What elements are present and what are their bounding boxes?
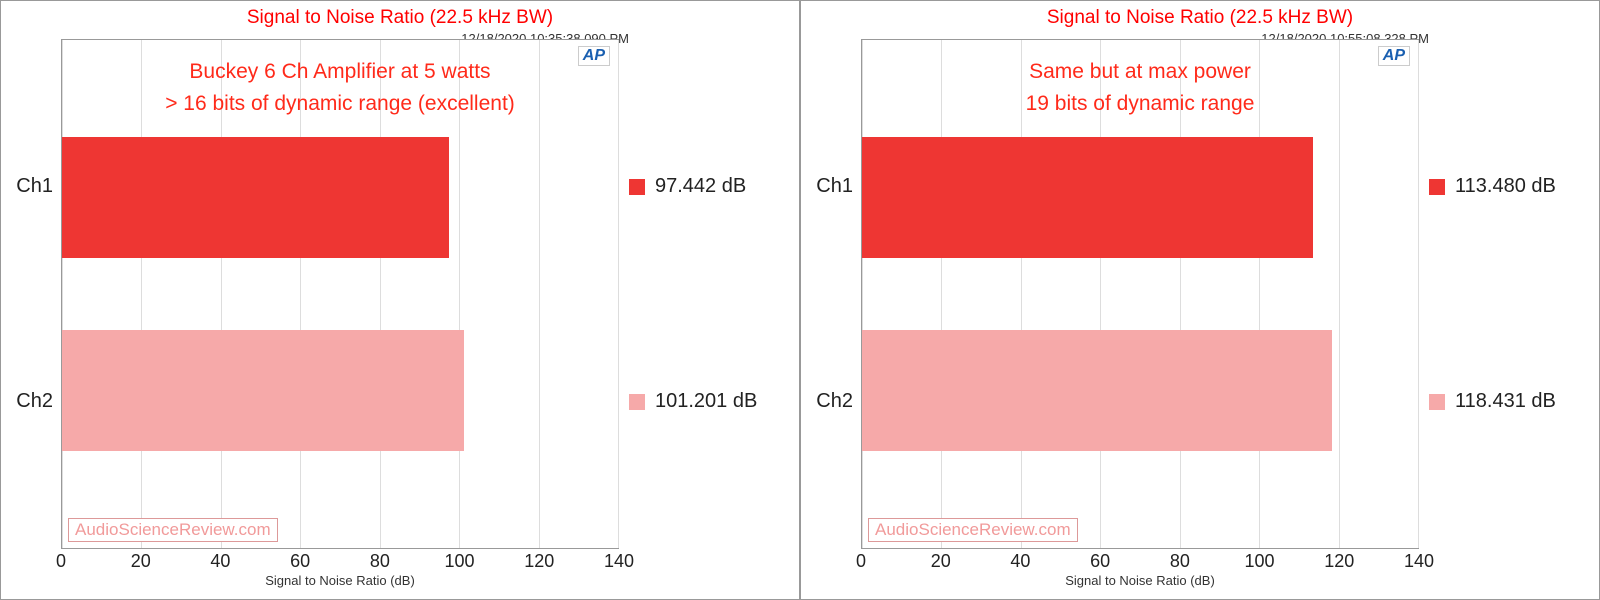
bar-ch1	[62, 137, 449, 259]
legend-swatch-icon	[629, 179, 645, 195]
bar-ch2	[862, 330, 1332, 452]
x-tick-label: 100	[1245, 551, 1275, 572]
legend-item-ch1: 97.442 dB	[629, 175, 789, 198]
x-tick-label: 140	[604, 551, 634, 572]
legend-swatch-icon	[1429, 179, 1445, 195]
y-axis-labels: Ch1 Ch2	[811, 29, 861, 549]
chart-body: Ch1 Ch2 Same but at max power 19 bits of…	[801, 29, 1599, 549]
legend: 97.442 dB 101.201 dB	[619, 29, 789, 549]
chart-title: Signal to Noise Ratio (22.5 kHz BW)	[801, 7, 1599, 29]
legend-item-ch2: 101.201 dB	[629, 390, 789, 413]
legend-value: 101.201 dB	[655, 390, 757, 413]
x-ticks: 020406080100120140	[61, 549, 619, 571]
y-axis-labels: Ch1 Ch2	[11, 29, 61, 549]
plot-area: Buckey 6 Ch Amplifier at 5 watts > 16 bi…	[61, 39, 619, 549]
x-tick-label: 40	[210, 551, 230, 572]
chart-body: Ch1 Ch2 Buckey 6 Ch Amplifier at 5 watts…	[1, 29, 799, 549]
x-axis: 0 20 40 60 80 100 120 140 Signal to Noise Ratio…	[1, 549, 799, 599]
legend-item-ch1: 113.480 dB	[1429, 175, 1589, 198]
x-tick-label: 120	[1324, 551, 1354, 572]
x-tick-label: 40	[1010, 551, 1030, 572]
legend: 113.480 dB 118.431 dB	[1419, 29, 1589, 549]
legend-value: 113.480 dB	[1455, 175, 1556, 198]
bars-container	[862, 40, 1418, 548]
bars-container	[62, 40, 618, 548]
watermark: AudioScienceReview.com	[68, 518, 278, 542]
ap-logo-icon: AP	[1378, 46, 1410, 66]
chart-panel-left: Signal to Noise Ratio (22.5 kHz BW) 12/1…	[0, 0, 800, 600]
bar-ch2	[62, 330, 464, 452]
bar-ch1	[862, 137, 1313, 259]
x-tick-label: 0	[856, 551, 866, 572]
y-category-ch2: Ch2	[16, 390, 53, 413]
ap-logo-icon: AP	[578, 46, 610, 66]
legend-value: 97.442 dB	[655, 175, 746, 198]
legend-value: 118.431 dB	[1455, 390, 1556, 413]
legend-swatch-icon	[1429, 394, 1445, 410]
watermark: AudioScienceReview.com	[868, 518, 1078, 542]
x-tick-label: 20	[931, 551, 951, 572]
y-category-ch2: Ch2	[816, 390, 853, 413]
plot-area: Same but at max power 19 bits of dynamic…	[861, 39, 1419, 549]
legend-item-ch2: 118.431 dB	[1429, 390, 1589, 413]
x-tick-label: 80	[370, 551, 390, 572]
x-tick-label: 120	[524, 551, 554, 572]
x-tick-label: 20	[131, 551, 151, 572]
x-axis-label: Signal to Noise Ratio (dB)	[861, 573, 1419, 588]
chart-title: Signal to Noise Ratio (22.5 kHz BW)	[1, 7, 799, 29]
x-tick-label: 140	[1404, 551, 1434, 572]
x-axis-label: Signal to Noise Ratio (dB)	[61, 573, 619, 588]
x-tick-label: 100	[445, 551, 475, 572]
x-ticks: 020406080100120140	[861, 549, 1419, 571]
x-tick-label: 60	[1090, 551, 1110, 572]
legend-swatch-icon	[629, 394, 645, 410]
x-axis: 0 20 40 60 80 100 120 140 Signal to Noise Ratio…	[801, 549, 1599, 599]
x-tick-label: 80	[1170, 551, 1190, 572]
x-tick-label: 0	[56, 551, 66, 572]
y-category-ch1: Ch1	[16, 175, 53, 198]
x-tick-label: 60	[290, 551, 310, 572]
y-category-ch1: Ch1	[816, 175, 853, 198]
chart-panel-right: Signal to Noise Ratio (22.5 kHz BW) 12/1…	[800, 0, 1600, 600]
